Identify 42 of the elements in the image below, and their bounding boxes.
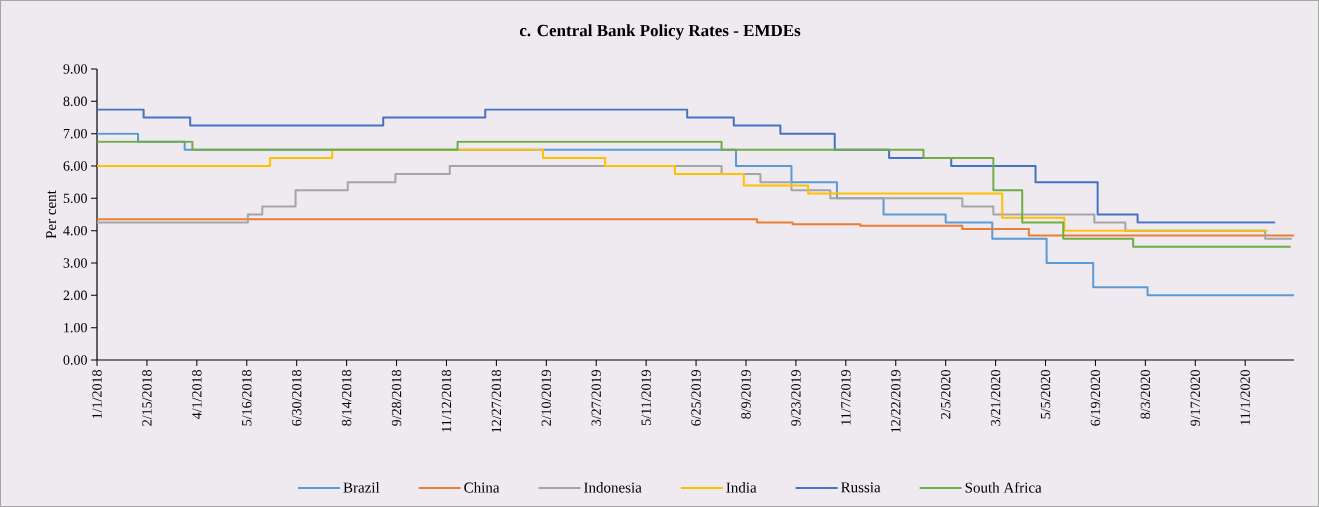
y-tick-label: 2.00: [63, 290, 87, 301]
x-tick-label: 5/16/2018: [242, 370, 252, 426]
chart-title: c. Central Bank Policy Rates - EMDEs: [519, 24, 801, 40]
x-tick-label: 8/3/2020: [1140, 370, 1151, 419]
y-axis-title: Per cent: [46, 190, 57, 239]
x-tick-label: 5/5/2020: [1040, 370, 1051, 419]
legend-label: Brazil: [343, 482, 380, 493]
legend-label: India: [726, 482, 757, 493]
x-tick-label: 6/30/2018: [291, 370, 302, 426]
x-tick-label: 11/12/2018: [441, 370, 452, 432]
y-tick-label: 6.00: [63, 161, 87, 171]
y-tick-label: 5.00: [63, 193, 87, 204]
x-tick-label: 12/27/2018: [491, 370, 502, 433]
x-tick-label: 12/22/2019: [891, 370, 901, 433]
y-tick-label: 7.00: [63, 128, 87, 139]
y-tick-label: 9.00: [63, 64, 87, 74]
x-tick-label: 2/15/2018: [142, 370, 152, 426]
x-tick-label: 11/1/2020: [1240, 370, 1250, 425]
y-tick-label: 3.00: [63, 258, 87, 268]
x-tick-label: 4/1/2018: [192, 370, 202, 420]
x-tick-label: 8/14/2018: [341, 370, 352, 426]
x-tick-label: 9/23/2019: [791, 370, 801, 426]
x-tick-label: 11/7/2019: [841, 370, 851, 425]
x-tick-label: 8/9/2019: [741, 370, 751, 419]
x-tick-label: 6/19/2020: [1090, 370, 1101, 426]
legend-label: South Africa: [965, 482, 1042, 493]
y-tick-label: 4.00: [63, 225, 87, 236]
legend-label: Indonesia: [584, 482, 642, 493]
x-tick-label: 3/27/2019: [591, 370, 601, 426]
x-tick-label: 3/21/2020: [990, 370, 1001, 426]
y-tick-label: 8.00: [63, 96, 87, 107]
legend-label: China: [464, 482, 500, 493]
x-tick-label: 9/17/2020: [1190, 370, 1201, 426]
x-tick-label: 9/28/2018: [391, 370, 402, 426]
x-tick-label: 6/25/2019: [691, 370, 701, 426]
x-tick-label: 2/5/2020: [940, 370, 951, 419]
x-tick-label: 2/10/2019: [541, 370, 552, 426]
legend-label: Russia: [841, 482, 881, 493]
y-tick-label: 1.00: [64, 322, 87, 333]
x-tick-label: 1/1/2018: [92, 370, 102, 419]
y-tick-label: 0.00: [63, 355, 87, 365]
x-tick-label: 5/11/2019: [641, 370, 651, 425]
